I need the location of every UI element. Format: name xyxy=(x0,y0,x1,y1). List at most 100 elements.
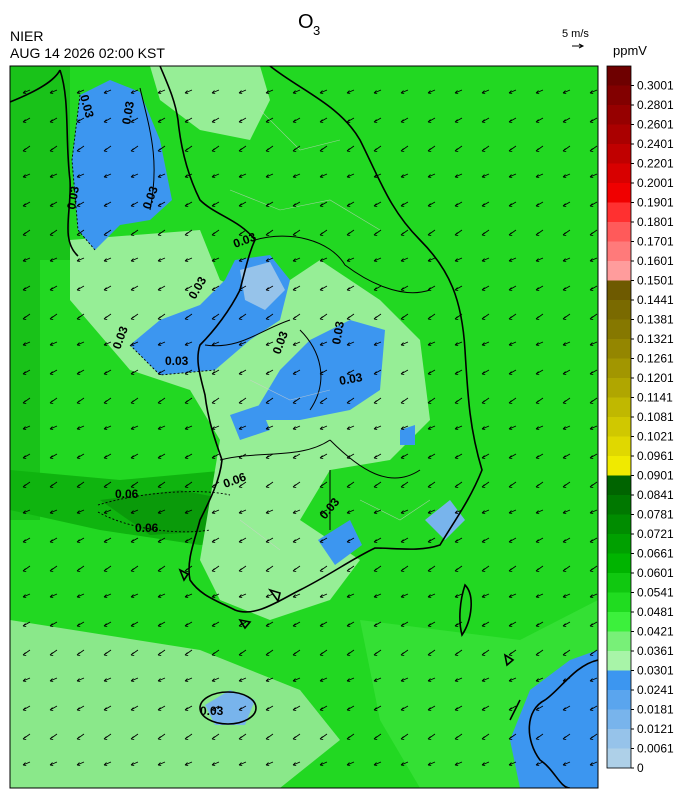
wind-arrow xyxy=(103,229,112,236)
wind-arrow xyxy=(103,285,112,291)
wind-arrow xyxy=(22,257,31,262)
wind-arrow xyxy=(346,229,355,236)
wind-arrow xyxy=(589,481,598,488)
wind-arrow xyxy=(103,621,112,627)
wind-arrow xyxy=(292,453,301,459)
wind-arrow xyxy=(157,481,166,488)
wind-arrow xyxy=(427,705,436,711)
wind-arrow xyxy=(76,257,85,262)
wind-arrow xyxy=(481,425,490,430)
wind-arrow xyxy=(562,509,571,514)
colorbar-segment xyxy=(607,514,631,535)
wind-arrow xyxy=(157,593,166,598)
colorbar-segment xyxy=(607,105,631,125)
wind-arrow xyxy=(454,677,463,682)
wind-arrow xyxy=(103,649,112,656)
wind-arrow xyxy=(589,621,598,627)
wind-arrow xyxy=(49,733,58,740)
wind-arrow xyxy=(292,257,301,262)
wind-arrow xyxy=(265,705,274,711)
wind-arrow xyxy=(292,705,301,711)
colorbar-segment xyxy=(607,456,631,476)
contour-label: 0.03 xyxy=(64,185,82,211)
wind-arrow xyxy=(76,593,85,598)
wind-arrow xyxy=(562,369,571,375)
wind-arrow xyxy=(157,453,166,459)
wind-arrow xyxy=(265,117,274,123)
wind-arrow xyxy=(346,369,355,375)
wind-arrow xyxy=(454,705,463,711)
wind-arrow xyxy=(400,733,409,740)
colorbar-segment xyxy=(607,202,631,223)
wind-arrow xyxy=(103,117,112,123)
wind-arrow xyxy=(481,649,490,656)
wind-arrow xyxy=(22,537,31,543)
wind-arrow xyxy=(211,173,220,178)
wind-arrow xyxy=(211,621,220,627)
wind-arrow xyxy=(589,89,598,94)
wind-arrow xyxy=(400,677,409,682)
wind-arrow xyxy=(238,229,247,236)
colorbar-label: 0.2401 xyxy=(637,137,674,151)
wind-arrow xyxy=(49,761,58,766)
colorbar-segment xyxy=(607,358,631,379)
wind-arrow xyxy=(22,117,31,123)
wind-arrow xyxy=(535,89,544,94)
wind-arrow xyxy=(76,117,85,123)
wind-arrow xyxy=(292,509,301,514)
wind-arrow xyxy=(562,229,571,236)
wind-arrow xyxy=(157,677,166,682)
wind-arrow xyxy=(454,89,463,94)
wind-arrow xyxy=(103,425,112,430)
wind-arrow xyxy=(427,201,436,207)
wind-arrow xyxy=(292,369,301,375)
wind-arrow xyxy=(76,761,85,766)
wind-arrow xyxy=(292,229,301,236)
wind-arrow xyxy=(76,621,85,627)
colorbar-label: 0.3001 xyxy=(637,79,674,93)
wind-arrow xyxy=(130,733,139,740)
colorbar-segment xyxy=(607,748,631,769)
wind-arrow xyxy=(211,733,220,740)
wind-arrow xyxy=(535,341,544,346)
colorbar-segment xyxy=(607,397,631,418)
title: O xyxy=(298,11,314,33)
wind-arrow xyxy=(157,229,166,236)
wind-arrow xyxy=(238,397,247,404)
wind-arrow xyxy=(562,593,571,598)
wind-arrow xyxy=(265,565,274,572)
wind-arrow xyxy=(157,201,166,207)
wind-arrow xyxy=(76,537,85,543)
wind-arrow xyxy=(400,89,409,94)
wind-arrow xyxy=(346,173,355,178)
wind-arrow xyxy=(292,593,301,598)
wind-arrow xyxy=(346,89,355,94)
wind-arrow xyxy=(508,257,517,262)
wind-arrow xyxy=(184,621,193,627)
wind-arrow xyxy=(238,369,247,375)
colorbar-label: 0.2801 xyxy=(637,98,674,112)
wind-arrow xyxy=(292,285,301,291)
colorbar-segment xyxy=(607,690,631,710)
wind-arrow xyxy=(319,369,328,375)
wind-arrow xyxy=(319,593,328,598)
wind-arrow xyxy=(562,733,571,740)
wind-arrow xyxy=(427,453,436,459)
wind-arrow xyxy=(292,173,301,178)
wind-arrow xyxy=(508,201,517,207)
wind-arrow xyxy=(49,649,58,656)
wind-arrow xyxy=(481,733,490,740)
wind-arrow xyxy=(481,173,490,178)
wind-arrow xyxy=(49,285,58,291)
wind-arrow xyxy=(589,117,598,123)
contour-label: 0.03 xyxy=(200,704,224,718)
wind-arrow xyxy=(454,313,463,320)
wind-arrow xyxy=(22,369,31,375)
wind-arrow xyxy=(373,369,382,375)
wind-arrow xyxy=(427,173,436,178)
wind-arrow xyxy=(211,761,220,766)
colorbar-segment xyxy=(607,592,631,613)
wind-arrow xyxy=(481,761,490,766)
wind-arrow xyxy=(49,397,58,404)
wind-arrow xyxy=(76,89,85,94)
